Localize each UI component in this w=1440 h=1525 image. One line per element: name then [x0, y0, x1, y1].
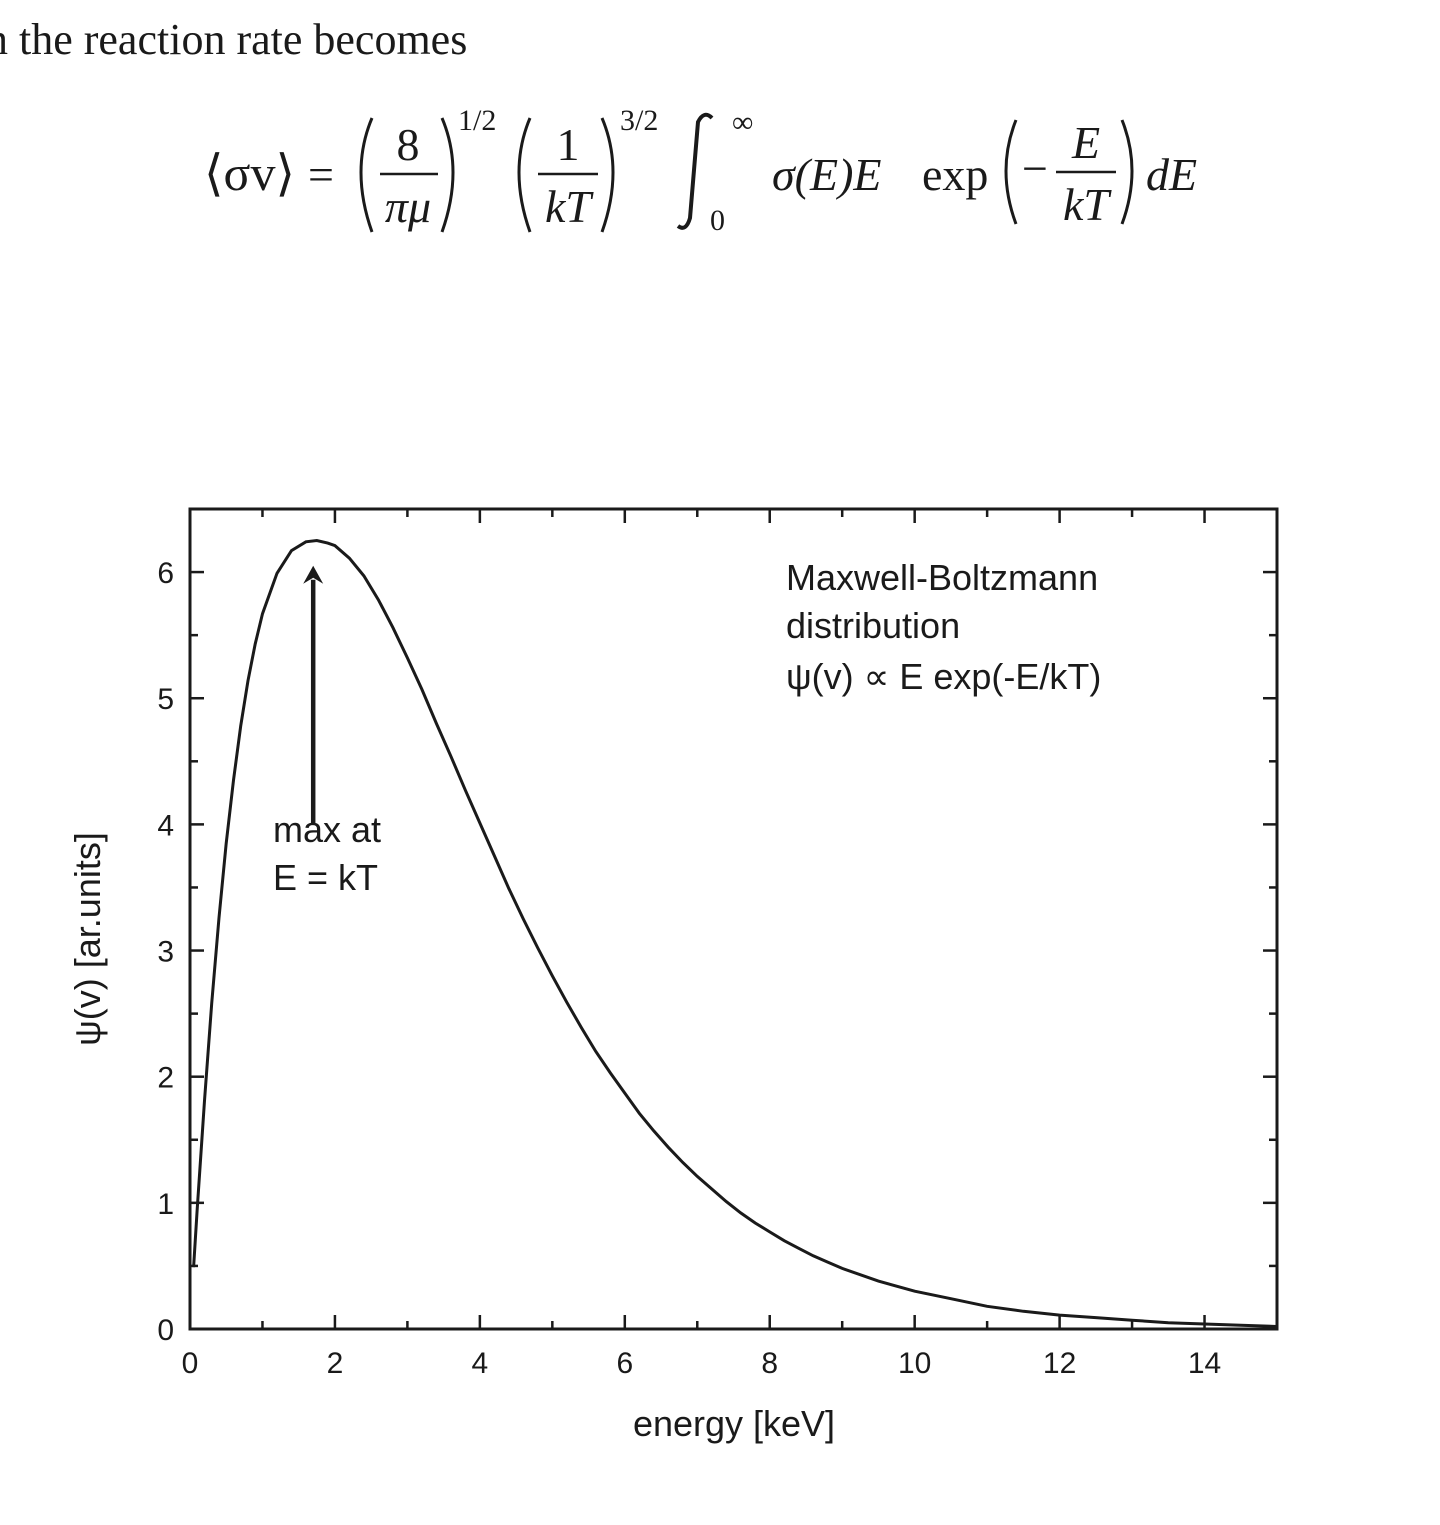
y-tick-label: 2: [157, 1062, 174, 1095]
reaction-rate-equation: ⟨σv⟩ = 8 πμ 1/2 1 kT 3/2 ∞ 0 σ(E)E exp −…: [204, 104, 1197, 237]
legend-line-2: distribution: [786, 605, 960, 646]
peak-label-line-1: max at: [273, 809, 381, 850]
peak-label-line-2: E = kT: [273, 857, 378, 898]
x-tick-label: 8: [761, 1347, 778, 1380]
eq-paren-right-2: [600, 117, 615, 233]
eq-minus: −: [1022, 143, 1048, 194]
x-tick-label: 0: [182, 1347, 199, 1380]
eq-paren-right-3: [1120, 119, 1134, 225]
eq-paren-left-1: [359, 117, 374, 233]
eq-exp-func: exp: [922, 149, 988, 200]
y-axis-label: ψ(v) [ar.units]: [67, 832, 108, 1046]
eq-differential: dE: [1146, 149, 1197, 200]
eq-paren-left-3: [1004, 119, 1018, 225]
eq-paren-left-2: [517, 117, 532, 233]
y-tick-label: 5: [157, 683, 174, 716]
eq-frac1-num: 8: [397, 119, 420, 170]
peak-label: max at E = kT: [273, 809, 381, 898]
eq-integrand: σ(E)E: [772, 149, 882, 200]
x-tick-label: 4: [472, 1347, 489, 1380]
x-tick-label: 10: [898, 1347, 931, 1380]
eq-integral-upper: ∞: [732, 106, 753, 139]
series-line: [192, 538, 1278, 1328]
legend-line-3: ψ(v) ∝ E exp(-E/kT): [786, 656, 1101, 697]
eq-exp1: 1/2: [458, 104, 496, 137]
y-tick-label: 4: [157, 809, 174, 842]
plot-frame: [188, 507, 1279, 1331]
eq-frac2-den: kT: [545, 181, 594, 232]
eq-frac1-den: πμ: [385, 181, 431, 232]
y-tick-label: 0: [157, 1314, 174, 1347]
x-tick-label: 14: [1188, 1347, 1221, 1380]
eq-frac3-num: E: [1071, 117, 1100, 168]
intro-text: n the reaction rate becomes: [0, 15, 468, 64]
eq-exp2: 3/2: [620, 104, 658, 137]
eq-lhs: ⟨σv⟩: [204, 145, 295, 201]
peak-arrow-head: [303, 565, 324, 584]
x-tick-label: 12: [1043, 1347, 1076, 1380]
eq-paren-right-1: [440, 117, 455, 233]
eq-integral-sign: [676, 112, 714, 230]
legend-annotation: Maxwell-Boltzmann distribution ψ(v) ∝ E …: [786, 557, 1101, 697]
x-tick-label: 2: [327, 1347, 344, 1380]
eq-equals: =: [308, 149, 334, 200]
x-axis-label: energy [keV]: [633, 1403, 835, 1444]
y-tick-label: 1: [157, 1188, 174, 1221]
y-tick-label: 6: [157, 557, 174, 590]
x-tick-label: 6: [616, 1347, 633, 1380]
y-tick-label: 3: [157, 936, 174, 969]
legend-line-1: Maxwell-Boltzmann: [786, 557, 1098, 598]
eq-frac3-den: kT: [1063, 179, 1112, 230]
eq-integral-lower: 0: [710, 204, 725, 237]
eq-frac2-num: 1: [557, 119, 580, 170]
